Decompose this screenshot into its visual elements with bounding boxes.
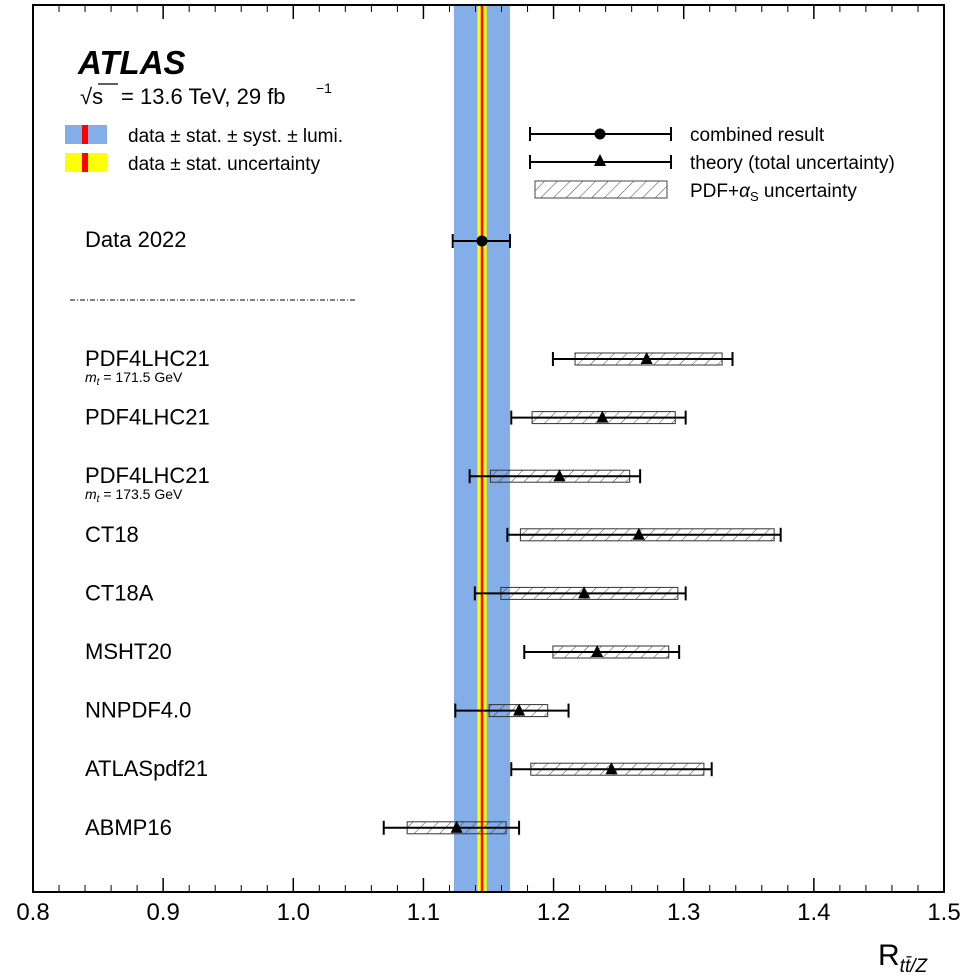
legend-theory <box>529 154 672 169</box>
legend-combined-label: combined result <box>690 125 825 146</box>
prediction-label: CT18A <box>85 580 154 605</box>
legend-triangle-marker <box>594 154 606 166</box>
prediction-label: ABMP16 <box>85 815 172 840</box>
sqrt-s-label: √s <box>80 84 103 109</box>
legend-stat-central <box>82 153 88 172</box>
legend-circle-marker <box>594 128 606 140</box>
x-tick-label: 0.8 <box>16 899 49 926</box>
legend-total-band: data ± stat. ± syst. ± lumi. <box>65 125 343 147</box>
prediction-row: CT18 <box>85 522 782 547</box>
theory-marker <box>632 527 645 540</box>
legend-total-central <box>82 125 88 144</box>
prediction-row: MSHT20 <box>85 639 681 664</box>
theory-marker <box>513 703 526 716</box>
theory-marker <box>553 469 566 482</box>
prediction-row: PDF4LHC21 <box>85 405 687 430</box>
prediction-row: CT18A <box>85 580 687 605</box>
theory-marker <box>640 352 653 364</box>
legend-stat-band: data ± stat. uncertainty <box>65 153 321 175</box>
prediction-sublabel: mt = 171.5 GeV <box>85 369 183 388</box>
prediction-label: PDF4LHC21 <box>85 405 210 430</box>
plot-frame <box>32 4 945 893</box>
legend-pdf-label: PDF+αS uncertainty <box>690 181 857 204</box>
x-axis-label: Rtt̄/Z <box>878 939 929 977</box>
prediction-row: NNPDF4.0 <box>85 698 570 723</box>
prediction-label: MSHT20 <box>85 639 172 664</box>
data-point <box>451 234 511 248</box>
x-tick-label: 1.0 <box>277 899 310 926</box>
energy-value-label: = 13.6 TeV, 29 fb <box>121 84 286 109</box>
legend-pdf-hatch <box>534 180 668 199</box>
prediction-row: ATLASpdf21 <box>85 756 713 781</box>
legend-combined <box>529 127 672 141</box>
prediction-label: PDF4LHC21 <box>85 463 210 488</box>
theory-marker <box>591 645 604 657</box>
prediction-label: PDF4LHC21 <box>85 346 210 371</box>
theory-marker <box>578 586 591 599</box>
theory-marker <box>605 762 618 775</box>
x-tick-label: 0.9 <box>146 899 179 926</box>
prediction-label: NNPDF4.0 <box>85 698 191 723</box>
prediction-label: ATLASpdf21 <box>85 756 208 781</box>
x-tick-label: 1.3 <box>667 899 700 926</box>
theory-marker <box>450 820 463 833</box>
x-axis-ticks: 0.8 0.9 1.0 1.1 1.2 1.3 1.4 1.5 <box>16 5 961 926</box>
experiment-label: ATLAS <box>77 44 186 81</box>
prediction-sublabel: mt = 173.5 GeV <box>85 486 183 505</box>
legend-stat-label: data ± stat. uncertainty <box>128 154 321 175</box>
data-row-label: Data 2022 <box>85 227 187 252</box>
luminosity-exponent: −1 <box>316 80 332 96</box>
x-tick-label: 1.5 <box>927 899 960 926</box>
x-tick-label: 1.4 <box>797 899 830 926</box>
x-tick-label: 1.2 <box>537 899 570 926</box>
legend-theory-label: theory (total uncertainty) <box>690 153 895 174</box>
prediction-label: CT18 <box>85 522 139 547</box>
x-tick-label: 1.1 <box>407 899 440 926</box>
theory-marker <box>596 410 609 423</box>
energy-label: √s = 13.6 TeV, 29 fb −1 <box>80 80 332 109</box>
legend-total-label: data ± stat. ± syst. ± lumi. <box>128 126 343 147</box>
data-marker <box>476 235 488 247</box>
prediction-row: ABMP16 <box>85 815 521 840</box>
